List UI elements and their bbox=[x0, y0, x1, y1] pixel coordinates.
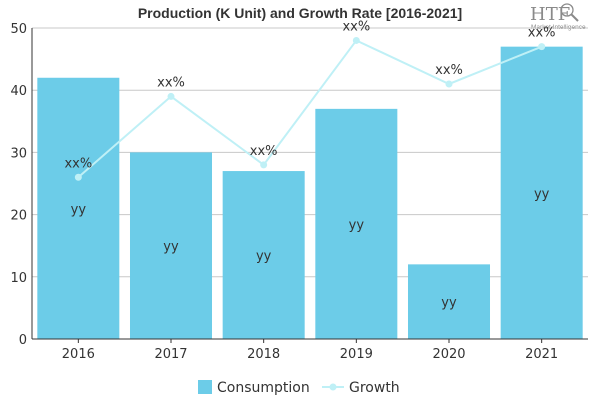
growth-series-line bbox=[77, 39, 543, 179]
x-tick-label: 2018 bbox=[247, 347, 280, 362]
y-tick-label: 50 bbox=[10, 22, 27, 37]
x-tick-label: 2020 bbox=[432, 347, 465, 362]
bar-2016 bbox=[37, 77, 120, 339]
axes bbox=[31, 28, 588, 340]
y-tick-label: 20 bbox=[10, 209, 27, 224]
x-axis-ticks: 2016 2017 2018 2019 2020 2021 bbox=[62, 339, 558, 362]
y-tick-label: 30 bbox=[10, 146, 27, 161]
legend-consumption-label: Consumption bbox=[217, 380, 310, 396]
growth-point-2018 bbox=[260, 161, 268, 169]
legend-consumption-swatch bbox=[198, 380, 212, 394]
bar-data-label: yy bbox=[163, 240, 179, 255]
growth-point-2016 bbox=[74, 173, 82, 181]
data-labels: yy yy yy yy yy yy xx% xx% xx% xx% xx% xx% bbox=[64, 19, 555, 310]
bar-data-label: yy bbox=[71, 202, 87, 217]
legend-growth-label: Growth bbox=[349, 380, 400, 396]
growth-data-label: xx% bbox=[64, 156, 92, 171]
x-tick-label: 2016 bbox=[62, 347, 95, 362]
logo-main-text: HTF bbox=[530, 4, 570, 25]
growth-point-2017 bbox=[167, 92, 175, 100]
growth-point-2020 bbox=[445, 80, 453, 88]
bars bbox=[37, 46, 583, 339]
bar-data-label: yy bbox=[441, 296, 457, 311]
growth-data-label: xx% bbox=[342, 19, 370, 34]
y-axis-ticks: 0 10 20 30 40 50 bbox=[10, 22, 27, 348]
logo-magnifier-handle bbox=[570, 13, 579, 22]
growth-data-label: xx% bbox=[157, 75, 185, 90]
x-tick-label: 2021 bbox=[525, 347, 558, 362]
bar-2021 bbox=[500, 46, 583, 339]
y-tick-label: 40 bbox=[10, 84, 27, 99]
x-tick-label: 2017 bbox=[154, 347, 187, 362]
growth-data-label: xx% bbox=[435, 63, 463, 78]
bar-2018 bbox=[222, 171, 305, 339]
growth-line bbox=[74, 36, 546, 181]
y-tick-label: 10 bbox=[10, 271, 27, 286]
bar-2019 bbox=[315, 108, 398, 339]
bar-data-label: yy bbox=[256, 249, 272, 264]
bar-2017 bbox=[129, 152, 213, 339]
chart-title: Production (K Unit) and Growth Rate [201… bbox=[138, 5, 462, 21]
growth-point-2019 bbox=[352, 36, 360, 44]
growth-point-2021 bbox=[538, 43, 546, 51]
bar-data-label: yy bbox=[349, 218, 365, 233]
legend-growth-marker bbox=[329, 383, 337, 391]
bar-2020 bbox=[407, 264, 491, 339]
bar-data-label: yy bbox=[534, 187, 550, 202]
x-tick-label: 2019 bbox=[340, 347, 373, 362]
growth-data-label: xx% bbox=[528, 26, 556, 41]
y-tick-label: 0 bbox=[19, 333, 27, 348]
growth-data-label: xx% bbox=[250, 144, 278, 159]
gridlines bbox=[32, 27, 588, 278]
legend: Consumption Growth bbox=[198, 380, 400, 396]
logo-magnifier-icon bbox=[560, 3, 574, 17]
